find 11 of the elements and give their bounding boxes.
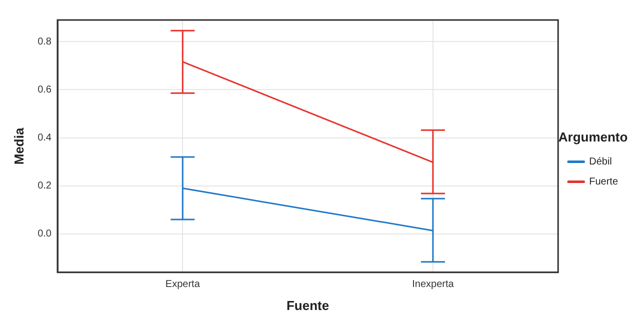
y-tick-label: 0.6	[38, 84, 52, 96]
x-axis-title: Fuente	[286, 298, 330, 313]
y-tick-label: 0.0	[38, 228, 52, 240]
x-tick-label: Experta	[165, 279, 200, 290]
y-tick-label: 0.8	[38, 36, 52, 48]
y-tick-label: 0.2	[38, 180, 52, 192]
legend-label: Fuerte	[589, 176, 618, 188]
y-tick-label: 0.4	[38, 132, 52, 144]
y-axis-title: Media	[11, 127, 26, 165]
x-tick-label: Inexperta	[412, 279, 454, 290]
legend-label: Débil	[589, 156, 612, 168]
